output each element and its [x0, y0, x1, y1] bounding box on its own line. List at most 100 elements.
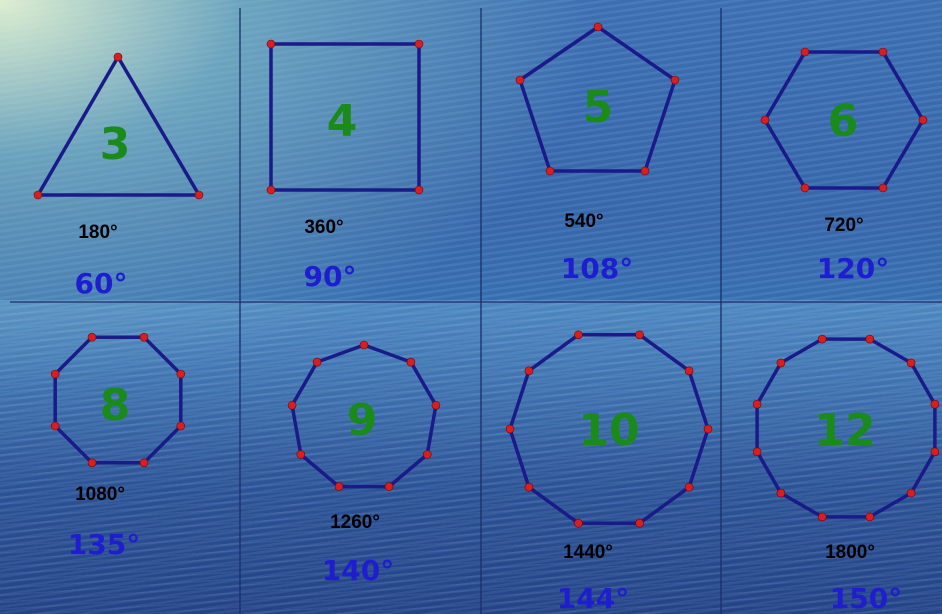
sides-label: 5 [583, 82, 614, 133]
pentagon-vertices [515, 22, 680, 176]
vertex-point [703, 424, 713, 434]
vertex-point [760, 115, 770, 125]
vertex-point [334, 482, 344, 491]
interior-angle-label: 144° [557, 582, 629, 614]
triangle-vertices [33, 52, 204, 200]
angle-sum-label: 1440° [563, 542, 613, 563]
vertex-point [431, 400, 441, 410]
polygon-cell-octagon: 8 1080° 135° [50, 332, 186, 561]
vertex-point [50, 369, 60, 379]
triangle-shape [36, 55, 201, 197]
interior-angle-label: 150° [830, 582, 902, 614]
polygon-cell-decagon: 10 1440° 144° [505, 330, 713, 614]
vertex-point [865, 512, 875, 522]
sides-label: 12 [814, 405, 875, 456]
square-vertices [266, 39, 424, 195]
grid-lines [10, 8, 942, 614]
angle-sum-label: 720° [824, 215, 863, 236]
vertex-point [50, 421, 60, 431]
angle-sum-label: 540° [564, 211, 603, 232]
vertex-point [878, 47, 888, 57]
angle-sum-label: 360° [304, 217, 343, 238]
vertex-point [776, 358, 786, 368]
vertex-point [422, 450, 432, 459]
vertex-point [524, 366, 534, 376]
vertex-point [113, 52, 123, 62]
angle-sum-label: 1800° [825, 542, 875, 563]
vertex-point [752, 399, 762, 409]
polygon-cell-hexagon: 6 720° 120° [760, 47, 928, 285]
angle-sum-label: 1080° [75, 484, 125, 505]
vertex-point [515, 75, 525, 85]
vertex-point [593, 22, 603, 32]
interior-angle-label: 108° [561, 252, 633, 285]
polygon-cell-nonagon: 9 1260° 140° [287, 340, 441, 587]
vertex-point [139, 458, 149, 468]
vertex-point [752, 447, 762, 457]
angle-sum-label: 1260° [330, 512, 380, 533]
vertex-point [640, 166, 650, 176]
vertex-point [878, 183, 888, 193]
vertex-point [574, 518, 583, 528]
vertex-point [384, 482, 394, 491]
vertex-point [406, 357, 416, 367]
dodecagon-vertices [752, 334, 940, 522]
vertex-point [817, 512, 827, 522]
vertex-point [359, 340, 369, 350]
interior-angle-label: 140° [322, 554, 394, 587]
pentagon-shape [518, 25, 677, 173]
vertex-point [817, 334, 827, 344]
interior-angle-label: 120° [817, 252, 889, 285]
vertex-point [414, 39, 424, 49]
interior-angle-label: 60° [75, 267, 128, 300]
vertex-point [635, 518, 644, 528]
vertex-point [800, 183, 810, 193]
sides-label: 6 [828, 96, 859, 147]
vertex-point [414, 185, 424, 195]
vertex-point [87, 458, 97, 468]
vertex-point [906, 488, 916, 498]
nonagon-vertices [287, 340, 441, 491]
sides-label: 10 [578, 405, 639, 456]
vertex-point [176, 369, 186, 379]
vertex-point [87, 332, 97, 342]
hexagon-vertices [760, 47, 928, 193]
vertex-point [918, 115, 928, 125]
vertex-point [635, 330, 644, 340]
sides-label: 3 [100, 119, 131, 170]
vertex-point [266, 39, 276, 49]
vertex-point [930, 399, 940, 409]
polygon-cell-triangle: 3 180° 60° [33, 52, 204, 300]
vertex-point [865, 334, 875, 344]
sides-label: 4 [327, 96, 358, 147]
vertex-point [524, 482, 534, 492]
vertex-point [684, 366, 694, 376]
vertex-point [670, 75, 680, 85]
vertex-point [194, 190, 204, 200]
polygon-cell-square: 4 360° 90° [266, 39, 424, 293]
vertex-point [800, 47, 810, 57]
vertex-point [930, 447, 940, 457]
vertex-point [312, 357, 322, 367]
vertex-point [139, 332, 149, 342]
vertex-point [33, 190, 43, 200]
octagon-vertices [50, 332, 186, 468]
vertex-point [574, 330, 583, 340]
interior-angle-label: 135° [68, 528, 140, 561]
polygon-cell-pentagon: 5 540° 108° [515, 22, 680, 285]
vertex-point [176, 421, 186, 431]
vertex-point [505, 424, 515, 434]
decagon-vertices [505, 330, 713, 528]
nonagon-shape [290, 343, 438, 489]
vertex-point [776, 488, 786, 498]
polygon-cell-dodecagon: 12 1800° 150° [752, 334, 940, 614]
interior-angle-label: 90° [304, 260, 357, 293]
vertex-point [684, 482, 694, 492]
sides-label: 9 [347, 395, 378, 446]
vertex-point [545, 166, 555, 176]
vertex-point [287, 400, 297, 410]
vertex-point [906, 358, 916, 368]
sides-label: 8 [100, 380, 131, 431]
angle-sum-label: 180° [78, 222, 117, 243]
